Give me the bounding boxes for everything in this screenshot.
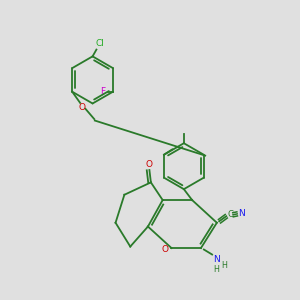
- Text: O: O: [146, 160, 153, 169]
- Text: Cl: Cl: [96, 40, 105, 49]
- Text: H: H: [221, 261, 227, 270]
- Text: O: O: [79, 103, 86, 112]
- Text: O: O: [161, 245, 169, 254]
- Text: N: N: [238, 209, 245, 218]
- Text: N: N: [213, 255, 220, 264]
- Text: F: F: [100, 87, 105, 96]
- Text: H: H: [214, 265, 220, 274]
- Text: C: C: [228, 210, 234, 219]
